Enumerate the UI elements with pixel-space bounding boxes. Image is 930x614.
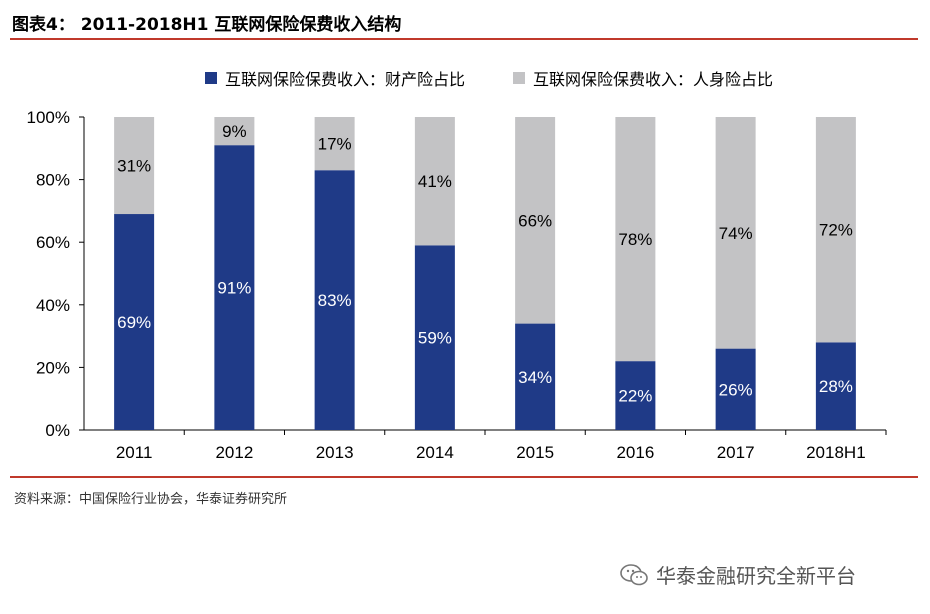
title-divider bbox=[10, 38, 918, 40]
x-tick-label: 2015 bbox=[516, 443, 554, 462]
x-tick-label: 2018H1 bbox=[806, 443, 866, 462]
data-label-life: 31% bbox=[117, 157, 151, 176]
data-label-life: 78% bbox=[618, 230, 652, 249]
data-label-property: 22% bbox=[618, 387, 652, 406]
data-label-property: 28% bbox=[819, 377, 853, 396]
bar-life bbox=[815, 117, 856, 343]
bar-property bbox=[615, 361, 656, 430]
y-tick-label: 80% bbox=[36, 171, 70, 190]
bar-life bbox=[314, 117, 355, 171]
data-label-property: 26% bbox=[719, 380, 753, 399]
bar-property bbox=[515, 323, 556, 430]
bar-life bbox=[414, 117, 455, 246]
y-tick-label: 20% bbox=[36, 358, 70, 377]
y-tick-label: 40% bbox=[36, 296, 70, 315]
data-label-life: 66% bbox=[518, 211, 552, 230]
y-tick-label: 0% bbox=[45, 421, 70, 440]
data-label-property: 69% bbox=[117, 313, 151, 332]
legend-item-life: 互联网保险保费收入：人身险占比 bbox=[513, 66, 773, 90]
legend-label-property: 互联网保险保费收入：财产险占比 bbox=[225, 70, 466, 89]
legend-label-life: 互联网保险保费收入：人身险占比 bbox=[533, 70, 774, 89]
watermark: 华泰金融研究全新平台 bbox=[620, 560, 856, 589]
x-tick-label: 2017 bbox=[717, 443, 755, 462]
watermark-text: 华泰金融研究全新平台 bbox=[656, 564, 856, 588]
data-label-life: 17% bbox=[318, 135, 352, 154]
source-note: 资料来源：中国保险行业协会，华泰证券研究所 bbox=[14, 492, 288, 507]
data-label-property: 91% bbox=[217, 279, 251, 298]
legend-swatch-life bbox=[513, 72, 526, 84]
bar-property bbox=[214, 145, 255, 431]
data-label-life: 9% bbox=[222, 122, 247, 141]
x-tick-label: 2011 bbox=[116, 443, 153, 462]
data-label-property: 34% bbox=[518, 368, 552, 387]
x-tick-label: 2013 bbox=[316, 443, 354, 462]
bar-life bbox=[615, 117, 656, 362]
x-tick-label: 2014 bbox=[416, 443, 454, 462]
data-label-life: 41% bbox=[418, 172, 452, 191]
bar-life bbox=[214, 117, 255, 146]
bar-life bbox=[114, 117, 155, 215]
bar-life bbox=[515, 117, 556, 324]
x-tick-label: 2012 bbox=[215, 443, 253, 462]
bar-property bbox=[815, 342, 856, 430]
bar-property bbox=[414, 245, 455, 430]
x-tick-label: 2016 bbox=[616, 443, 654, 462]
data-label-property: 83% bbox=[318, 291, 352, 310]
y-tick-label: 100% bbox=[27, 108, 70, 127]
bar-life bbox=[715, 117, 756, 349]
legend-swatch-property bbox=[205, 72, 217, 84]
bar-property bbox=[715, 348, 756, 430]
data-label-life: 72% bbox=[819, 221, 853, 240]
bar-property bbox=[114, 214, 155, 430]
wechat-icon bbox=[620, 563, 648, 585]
bar-property bbox=[314, 170, 355, 430]
legend-item-property: 互联网保险保费收入：财产险占比 bbox=[205, 66, 465, 90]
y-tick-label: 60% bbox=[36, 233, 70, 252]
source-divider bbox=[10, 476, 918, 478]
chart-legend: 互联网保险保费收入：财产险占比 互联网保险保费收入：人身险占比 bbox=[205, 66, 773, 90]
figure-title: 图表4： 2011-2018H1 互联网保险保费收入结构 bbox=[12, 15, 402, 35]
data-label-property: 59% bbox=[418, 329, 452, 348]
data-label-life: 74% bbox=[719, 224, 753, 243]
